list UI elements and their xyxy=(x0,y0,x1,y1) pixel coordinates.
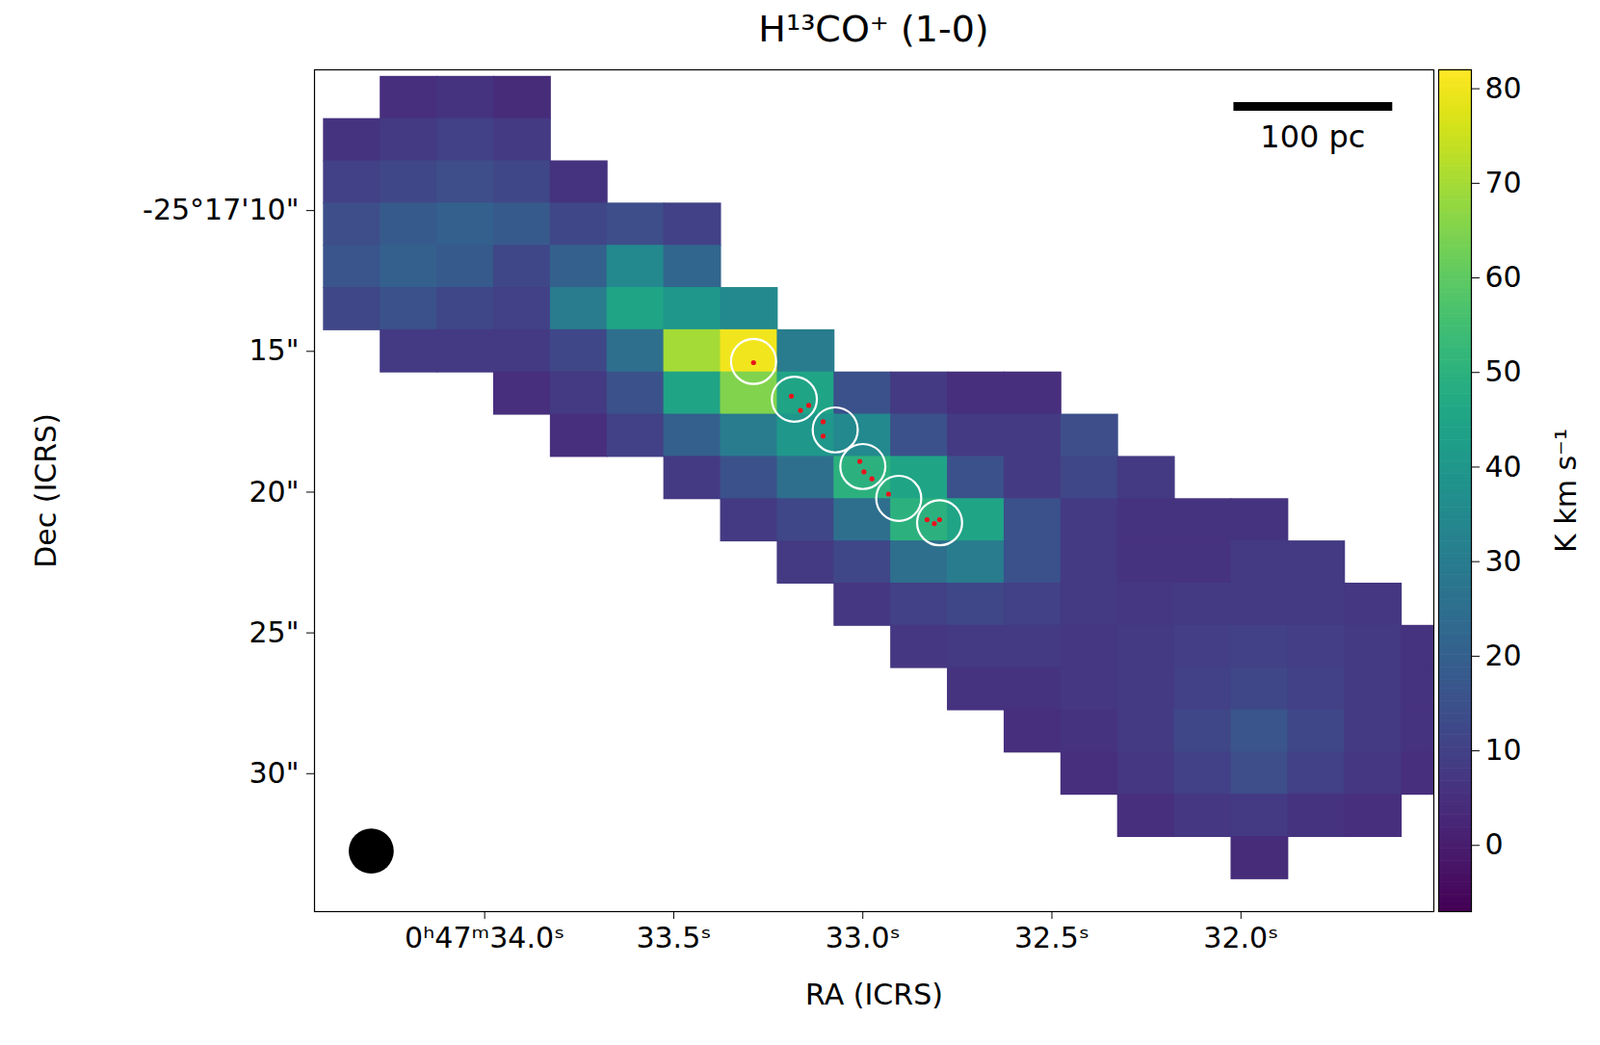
svg-text:Dec (ICRS): Dec (ICRS) xyxy=(28,413,63,569)
svg-text:40: 40 xyxy=(1485,449,1522,484)
svg-text:RA (ICRS): RA (ICRS) xyxy=(805,977,944,1012)
svg-text:80: 80 xyxy=(1485,71,1522,105)
html-text:H¹³CO⁺ (1-0): H¹³CO⁺ (1-0) xyxy=(758,7,989,51)
svg-text:25": 25" xyxy=(249,615,300,650)
svg-text:30": 30" xyxy=(249,756,300,790)
svg-text:60: 60 xyxy=(1485,260,1522,294)
svg-text:10: 10 xyxy=(1485,733,1522,767)
svg-text:100 pc: 100 pc xyxy=(1259,118,1365,156)
svg-text:K km s⁻¹: K km s⁻¹ xyxy=(1548,428,1583,553)
svg-text:32.5ˢ: 32.5ˢ xyxy=(1014,920,1090,955)
svg-text:20": 20" xyxy=(249,474,300,509)
svg-text:-25°17'10": -25°17'10" xyxy=(142,192,299,227)
svg-text:32.0ˢ: 32.0ˢ xyxy=(1203,920,1279,955)
svg-text:33.5ˢ: 33.5ˢ xyxy=(635,920,711,955)
svg-text:33.0ˢ: 33.0ˢ xyxy=(825,920,901,955)
svg-text:50: 50 xyxy=(1485,354,1522,389)
svg-text:20: 20 xyxy=(1485,638,1522,673)
svg-text:15": 15" xyxy=(249,333,300,368)
svg-text:0ʰ47ᵐ34.0ˢ: 0ʰ47ᵐ34.0ˢ xyxy=(404,920,565,955)
svg-text:70: 70 xyxy=(1485,165,1522,200)
svg-text:0: 0 xyxy=(1485,827,1504,862)
svg-text:30: 30 xyxy=(1485,544,1522,578)
